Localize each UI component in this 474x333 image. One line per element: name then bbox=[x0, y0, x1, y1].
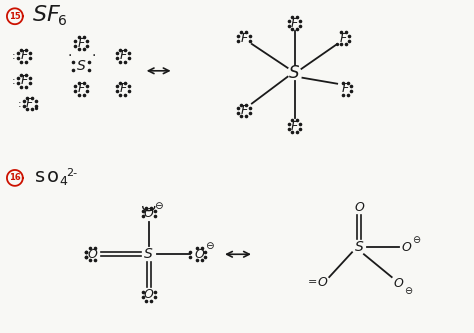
Text: 4: 4 bbox=[60, 175, 67, 188]
Text: ·: · bbox=[67, 49, 72, 63]
Text: :: : bbox=[18, 99, 22, 109]
Text: 6: 6 bbox=[58, 14, 67, 28]
Text: ⊖: ⊖ bbox=[404, 286, 413, 296]
Text: F: F bbox=[291, 120, 298, 133]
Text: =: = bbox=[308, 277, 317, 287]
Text: O: O bbox=[87, 248, 97, 261]
Text: S: S bbox=[289, 64, 300, 82]
Text: S: S bbox=[355, 240, 364, 254]
Text: 2-: 2- bbox=[66, 168, 77, 178]
Text: F: F bbox=[46, 5, 59, 25]
Text: F: F bbox=[20, 49, 27, 62]
Text: F: F bbox=[341, 82, 349, 95]
Text: O: O bbox=[401, 241, 411, 254]
Text: ⊖: ⊖ bbox=[412, 235, 420, 245]
Text: O: O bbox=[318, 275, 327, 288]
Text: F: F bbox=[240, 32, 247, 45]
Text: F: F bbox=[339, 32, 347, 45]
Text: ⊖: ⊖ bbox=[154, 201, 163, 211]
Text: F: F bbox=[20, 74, 27, 87]
Text: 16: 16 bbox=[9, 173, 21, 182]
Text: O: O bbox=[354, 201, 364, 214]
Text: F: F bbox=[240, 104, 247, 117]
Text: F: F bbox=[78, 37, 85, 50]
Text: O: O bbox=[144, 207, 154, 220]
Text: F: F bbox=[78, 82, 85, 95]
Text: F: F bbox=[291, 17, 298, 30]
Text: ⊖: ⊖ bbox=[205, 241, 214, 251]
Text: :: : bbox=[12, 51, 16, 61]
Text: S: S bbox=[33, 5, 47, 25]
Text: :: : bbox=[12, 76, 16, 86]
Text: O: O bbox=[394, 276, 403, 289]
Text: s: s bbox=[35, 167, 45, 186]
Text: O: O bbox=[194, 248, 204, 261]
Text: F: F bbox=[119, 82, 127, 95]
Text: ·: · bbox=[91, 49, 95, 63]
Text: F: F bbox=[26, 97, 33, 110]
Text: S: S bbox=[77, 59, 86, 73]
Text: F: F bbox=[119, 49, 127, 62]
Text: 15: 15 bbox=[9, 12, 21, 21]
Text: O: O bbox=[144, 288, 154, 301]
Text: o: o bbox=[46, 167, 59, 186]
Text: S: S bbox=[145, 247, 153, 261]
